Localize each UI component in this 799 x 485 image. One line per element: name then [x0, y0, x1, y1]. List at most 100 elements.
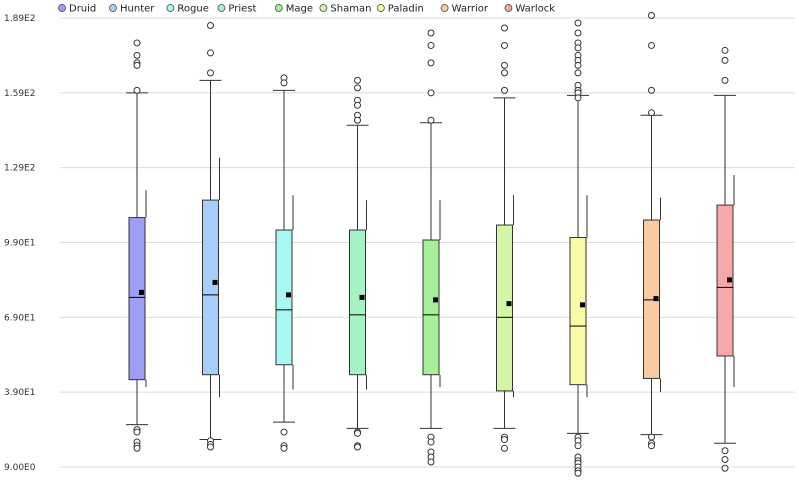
legend-swatch: [217, 4, 226, 12]
y-tick-label: 6.90E1: [4, 313, 35, 323]
outlier-point: [427, 89, 435, 97]
legend-item-druid: Druid: [58, 4, 96, 15]
legend-item-priest: Priest: [217, 4, 257, 15]
outlier-point: [721, 464, 729, 472]
mean-marker: [653, 296, 659, 302]
box-priest: [346, 76, 369, 451]
outlier-point: [427, 438, 435, 446]
outlier-point: [574, 44, 582, 52]
mean-marker: [359, 294, 365, 300]
outlier-point: [574, 29, 582, 37]
box-iqr: [202, 199, 219, 376]
outlier-point: [354, 84, 361, 92]
outlier-point: [133, 444, 141, 452]
box-mage: [420, 29, 442, 466]
legend-swatch: [376, 4, 385, 12]
outlier-point: [501, 86, 508, 94]
outlier-point: [501, 61, 508, 69]
outlier-point: [427, 29, 435, 37]
outlier-point: [207, 69, 214, 77]
legend-item-paladin: Paladin: [376, 4, 424, 15]
legend-label: Warlock: [515, 4, 555, 15]
outlier-point: [280, 79, 288, 87]
y-tick-label: 9.00E0: [4, 463, 36, 473]
outlier-point: [501, 436, 508, 444]
outlier-point: [574, 469, 582, 477]
legend-label: Rogue: [177, 4, 208, 15]
box-druid: [126, 39, 148, 452]
outlier-point: [574, 69, 582, 77]
mean-marker: [727, 277, 732, 283]
mean-marker: [580, 302, 585, 308]
legend-swatch: [274, 4, 283, 12]
outlier-point: [501, 69, 508, 77]
box-hunter: [199, 21, 222, 451]
box-warlock: [714, 46, 736, 472]
outlier-point: [133, 61, 141, 69]
box-iqr: [349, 229, 366, 376]
y-tick-label: 1.29E2: [4, 164, 35, 174]
legend-label: Hunter: [120, 4, 155, 15]
y-tick-label: 1.89E2: [4, 14, 35, 24]
box-iqr: [128, 217, 146, 381]
outlier-point: [721, 456, 729, 464]
outlier-point: [133, 39, 141, 47]
legend-swatch: [109, 4, 117, 12]
outlier-point: [501, 24, 508, 32]
outlier-point: [721, 46, 729, 54]
box-iqr: [569, 237, 587, 386]
outlier-point: [648, 442, 655, 450]
outlier-point: [574, 442, 582, 450]
y-axis: 9.00E0 3.90E1 6.90E1 9.90E1 1.29E2 1.59E2 1.89…: [4, 14, 36, 473]
box-plots: [126, 12, 736, 477]
outlier-point: [501, 41, 508, 49]
y-tick-label: 3.90E1: [4, 388, 35, 398]
outlier-point: [648, 86, 655, 94]
box-warrior: [640, 12, 663, 450]
legend-item-shaman: Shaman: [319, 4, 371, 15]
box-iqr: [275, 229, 293, 366]
legend-item-hunter: Hunter: [109, 4, 155, 15]
legend: Druid Hunter Rogue Priest Mage Shaman Paladin W…: [58, 4, 555, 15]
legend-swatch: [319, 4, 328, 12]
y-tick-label: 1.59E2: [4, 89, 35, 99]
mean-marker: [286, 292, 291, 298]
outlier-point: [427, 59, 435, 67]
legend-item-mage: Mage: [274, 4, 313, 15]
box-shaman: [493, 24, 516, 452]
outlier-point: [354, 76, 361, 84]
outlier-point: [354, 116, 361, 124]
legend-swatch: [58, 4, 66, 12]
box-iqr: [643, 219, 660, 379]
legend-label: Druid: [69, 4, 96, 15]
outlier-point: [207, 49, 214, 57]
outlier-point: [207, 21, 214, 29]
box-iqr: [716, 204, 734, 357]
outlier-point: [648, 433, 655, 441]
outlier-point: [427, 458, 435, 466]
outlier-point: [280, 444, 288, 452]
outlier-point: [721, 447, 729, 455]
outlier-point: [280, 428, 288, 436]
outlier-point: [648, 109, 655, 117]
mean-marker: [433, 297, 438, 303]
y-tick-label: 9.90E1: [4, 239, 35, 249]
legend-label: Shaman: [330, 4, 371, 15]
outlier-point: [207, 443, 214, 451]
legend-item-warrior: Warrior: [440, 4, 489, 15]
outlier-point: [648, 41, 655, 49]
legend-swatch: [504, 4, 513, 12]
outlier-point: [574, 61, 582, 69]
mean-marker: [212, 279, 218, 285]
mean-marker: [506, 301, 512, 307]
legend-label: Priest: [228, 4, 256, 15]
legend-item-warlock: Warlock: [504, 4, 555, 15]
box-iqr: [496, 224, 513, 392]
legend-label: Paladin: [388, 4, 424, 15]
legend-swatch: [166, 4, 175, 12]
outlier-point: [354, 101, 361, 109]
legend-item-rogue: Rogue: [166, 4, 209, 15]
outlier-point: [133, 86, 141, 94]
